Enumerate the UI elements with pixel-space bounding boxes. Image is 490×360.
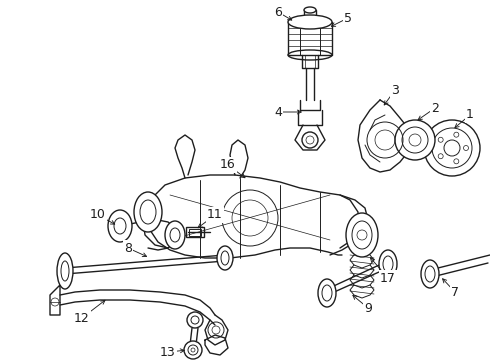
Text: 17: 17 — [380, 271, 396, 284]
Text: 9: 9 — [364, 302, 372, 315]
Text: 16: 16 — [220, 158, 236, 171]
Text: 3: 3 — [391, 84, 399, 96]
Text: 5: 5 — [344, 12, 352, 24]
Ellipse shape — [421, 260, 439, 288]
Text: 1: 1 — [466, 108, 474, 122]
Text: 12: 12 — [74, 311, 90, 324]
Ellipse shape — [57, 253, 73, 289]
Text: 2: 2 — [431, 102, 439, 114]
Text: 13: 13 — [160, 346, 176, 359]
Bar — [186, 227, 204, 237]
Text: 8: 8 — [124, 242, 132, 255]
Ellipse shape — [318, 279, 336, 307]
Text: 10: 10 — [90, 208, 106, 221]
Bar — [189, 229, 201, 235]
Ellipse shape — [134, 192, 162, 232]
Ellipse shape — [346, 213, 378, 257]
Ellipse shape — [165, 221, 185, 249]
Circle shape — [395, 120, 435, 160]
Text: 4: 4 — [274, 105, 282, 118]
Ellipse shape — [217, 246, 233, 270]
Text: 7: 7 — [451, 285, 459, 298]
Text: 11: 11 — [207, 208, 223, 221]
Ellipse shape — [108, 210, 132, 242]
Circle shape — [184, 341, 202, 359]
Circle shape — [187, 312, 203, 328]
Ellipse shape — [304, 7, 316, 13]
Circle shape — [424, 120, 480, 176]
Ellipse shape — [379, 250, 397, 278]
Ellipse shape — [288, 15, 332, 29]
Text: 6: 6 — [274, 5, 282, 18]
